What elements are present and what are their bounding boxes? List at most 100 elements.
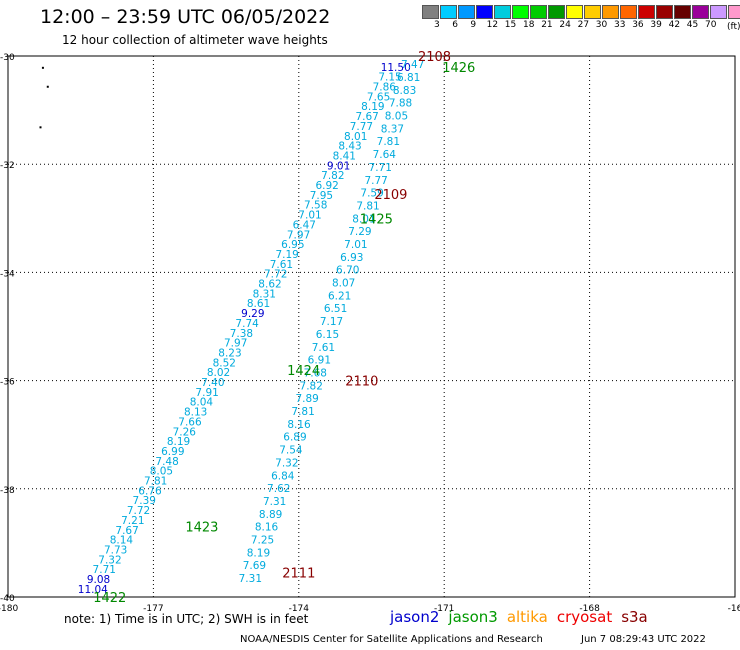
- wave-height-label: 8.19: [361, 101, 384, 113]
- y-tick-label: -32: [0, 161, 15, 171]
- wave-height-label: 6.21: [328, 290, 351, 302]
- wave-height-label: 8.04: [190, 397, 214, 409]
- pass-time-label: 1422: [93, 591, 126, 606]
- wave-height-label: 8.13: [184, 407, 207, 419]
- legend-swatch: [584, 5, 601, 19]
- mission-s3a: s3a: [621, 608, 648, 626]
- x-tick-label: -171: [434, 604, 454, 614]
- legend-swatch: [530, 5, 547, 19]
- wave-height-label: 7.29: [348, 226, 371, 238]
- wave-height-label: 7.31: [239, 573, 262, 585]
- wave-height-label: 8.14: [110, 535, 134, 547]
- y-tick-label: -38: [0, 486, 15, 496]
- land-dot: [39, 126, 42, 129]
- wave-height-label: 6.99: [161, 446, 184, 458]
- legend-label: 9: [470, 20, 477, 30]
- legend-swatch: [548, 5, 565, 19]
- wave-height-label: 7.74: [235, 318, 259, 330]
- wave-height-label: 8.16: [255, 522, 279, 534]
- wave-height-label: 7.67: [355, 111, 378, 123]
- legend-swatch: [512, 5, 529, 19]
- wave-height-label: 7.69: [243, 560, 266, 572]
- legend-swatch: [692, 5, 709, 19]
- legend-label: 27: [577, 20, 590, 30]
- wave-height-label: 8.01: [352, 213, 375, 225]
- wave-height-label: 8.23: [218, 347, 241, 359]
- wave-height-label: 8.89: [259, 509, 282, 521]
- wave-height-label: 7.01: [344, 239, 367, 251]
- y-tick-label: -30: [0, 53, 15, 63]
- wave-height-label: 7.58: [304, 200, 327, 212]
- wave-height-label: 8.62: [258, 279, 281, 291]
- wave-height-label: 7.15: [378, 72, 401, 84]
- wave-height-label: 6.81: [397, 72, 420, 84]
- wave-height-label: 8.07: [332, 278, 355, 290]
- wave-height-label: 7.17: [320, 316, 343, 328]
- wave-height-label: 7.67: [115, 525, 138, 537]
- plot-frame: [7, 55, 736, 598]
- wave-height-label: 6.89: [283, 432, 306, 444]
- wave-height-label: 7.32: [98, 554, 121, 566]
- wave-height-label: 7.54: [279, 445, 303, 457]
- page-title: 12:00 – 23:59 UTC 06/05/2022: [40, 6, 331, 28]
- wave-height-label: 7.59: [360, 188, 383, 200]
- pass-time-label: 1423: [185, 521, 218, 536]
- wave-height-label: 8.43: [338, 141, 361, 153]
- wave-height-label: 7.64: [373, 149, 397, 161]
- footer-note: note: 1) Time is in UTC; 2) SWH is in fe…: [64, 612, 309, 626]
- wave-height-label: 8.19: [167, 436, 190, 448]
- wave-height-label: 7.38: [230, 328, 253, 340]
- wave-height-label: 7.25: [251, 535, 274, 547]
- page-subtitle: 12 hour collection of altimeter wave hei…: [62, 33, 328, 47]
- legend-label: 24: [559, 20, 571, 30]
- legend-label: 18: [523, 20, 535, 30]
- wave-height-label: 7.72: [127, 505, 150, 517]
- wave-height-label: 7.61: [312, 342, 335, 354]
- legend-label: 30: [595, 20, 608, 30]
- x-tick-label: -180: [0, 604, 18, 614]
- mission-list: jason2 jason3 altika cryosat s3a: [390, 608, 657, 626]
- legend-labels: 3 6 9 12 15 18 21 24 27 30 33 36 39 42 45 70: [422, 19, 740, 31]
- wave-height-label: 7.48: [155, 456, 178, 468]
- y-tick-label: -40: [0, 594, 15, 604]
- legend-swatch: [728, 5, 740, 19]
- x-tick-label: -174: [289, 604, 310, 614]
- legend-swatch: [602, 5, 619, 19]
- wave-height-label: 8.31: [253, 288, 276, 300]
- wave-height-label: 6.93: [340, 252, 363, 264]
- legend-label: 6: [452, 20, 458, 30]
- wave-height-label: 7.97: [287, 229, 310, 241]
- legend-swatch: [638, 5, 655, 19]
- wave-height-label: 7.89: [295, 393, 318, 405]
- legend-label: 36: [632, 20, 644, 30]
- wave-height-label: 7.82: [321, 170, 344, 182]
- wave-height-label: 7.62: [267, 483, 290, 495]
- legend-swatch: [494, 5, 511, 19]
- wave-height-label: 7.31: [263, 496, 286, 508]
- wave-height-label: 7.82: [300, 380, 323, 392]
- pass-time-label: 1425: [360, 212, 393, 227]
- wave-height-label: 7.95: [310, 190, 333, 202]
- wave-height-label: 8.01: [344, 131, 367, 143]
- legend-swatch: [476, 5, 493, 19]
- wave-height-label: 6.15: [316, 329, 339, 341]
- wave-height-label: 8.05: [150, 466, 173, 478]
- wave-height-label: 6.91: [308, 355, 331, 367]
- wave-height-label: 7.47: [401, 59, 424, 71]
- legend-swatch: [656, 5, 673, 19]
- wave-height-label: 7.88: [389, 98, 412, 110]
- wave-height-label: 8.37: [381, 123, 404, 135]
- footer-credit: NOAA/NESDIS Center for Satellite Applica…: [240, 634, 543, 645]
- wave-height-label: 8.02: [207, 367, 230, 379]
- legend-label: 15: [504, 20, 517, 30]
- wave-height-label: 7.21: [121, 515, 144, 527]
- legend-label: 3: [434, 20, 440, 30]
- y-tick-label: -34: [0, 269, 15, 279]
- legend-label: 70: [705, 20, 717, 30]
- wave-height-label: 8.52: [213, 357, 236, 369]
- wave-height-label: 7.01: [298, 210, 321, 222]
- wave-height-label: 6.51: [324, 303, 347, 315]
- wave-height-label: 7.86: [373, 82, 397, 94]
- legend-swatch: [458, 5, 475, 19]
- mission-altika: altika: [506, 608, 548, 626]
